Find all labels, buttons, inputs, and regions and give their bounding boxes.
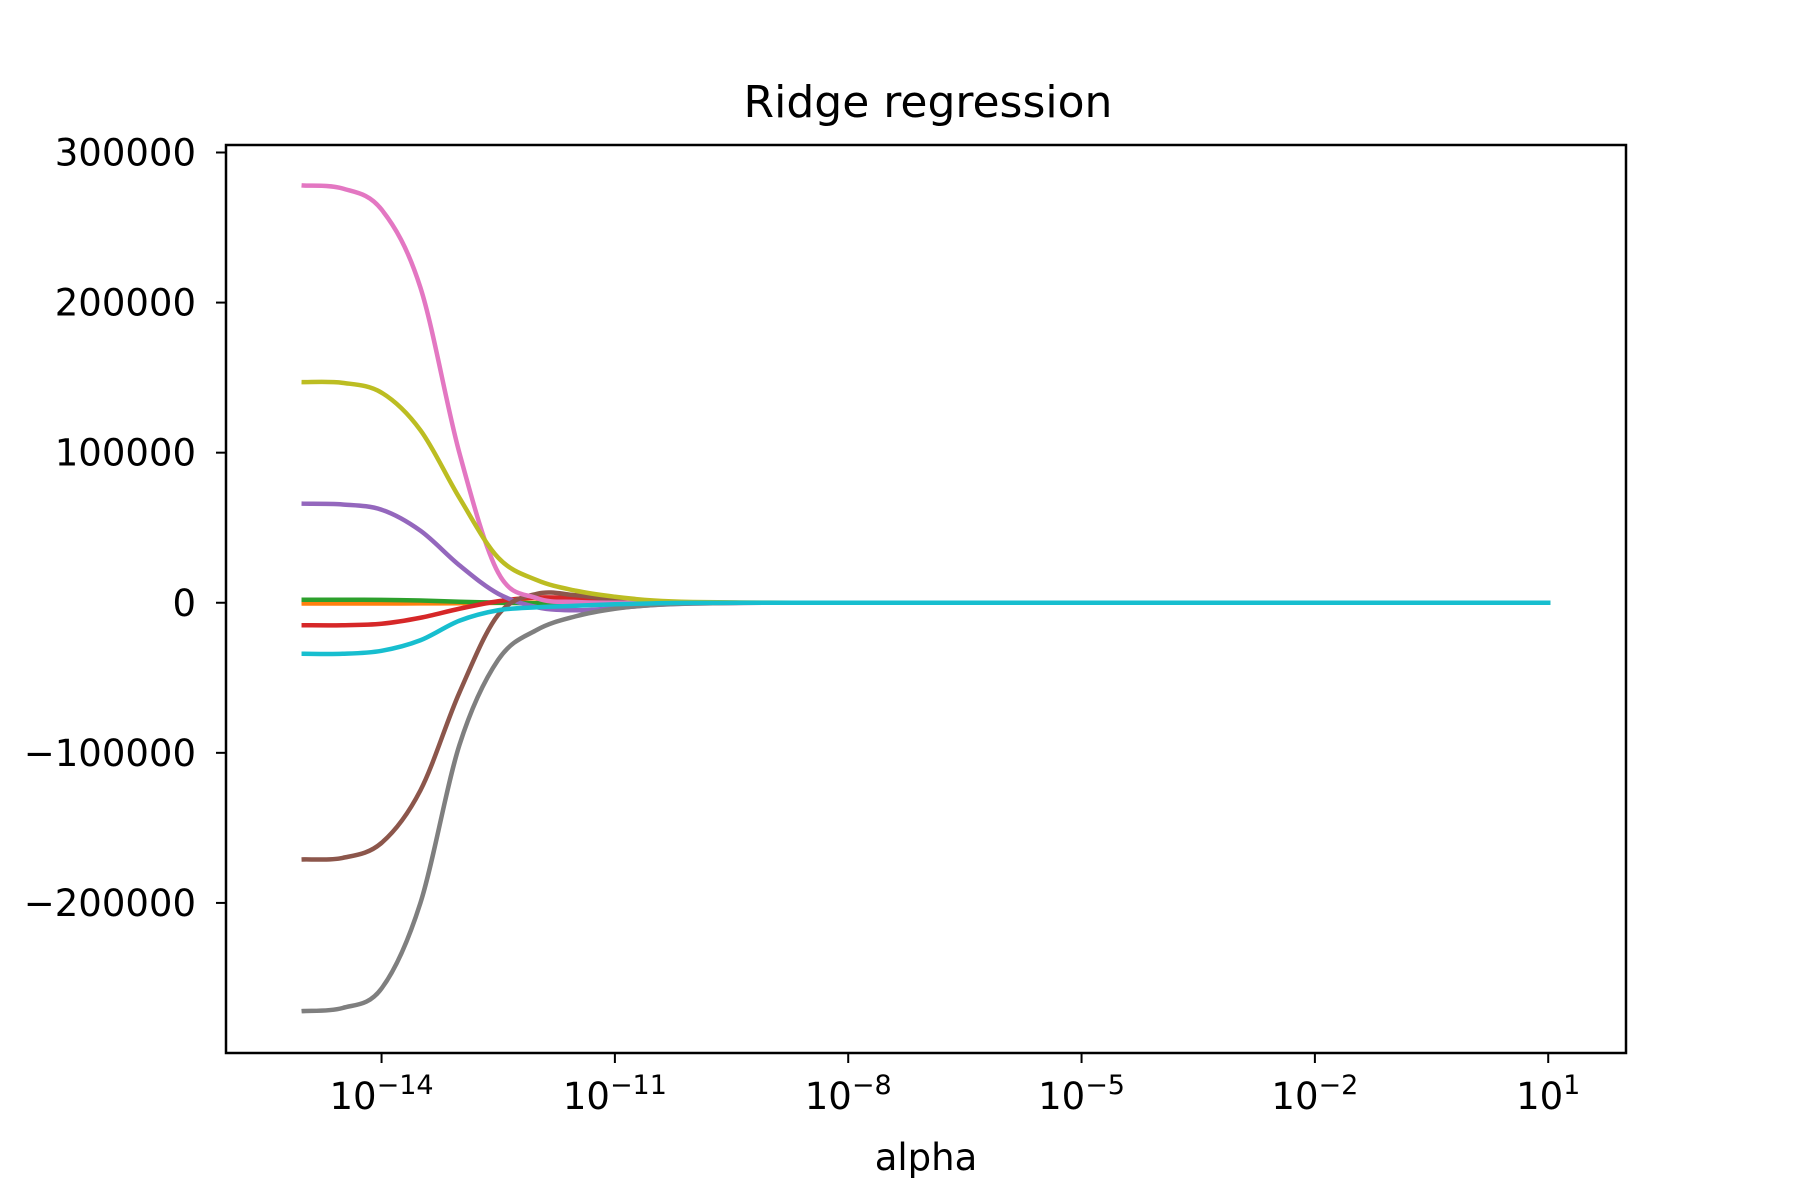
series-layer	[301, 183, 1551, 1014]
coefficient-line-10	[301, 600, 1551, 657]
y-tick-label: 0	[172, 582, 196, 625]
x-tick-label: 10−5	[1038, 1070, 1125, 1118]
x-tick-label: 101	[1516, 1070, 1580, 1118]
x-tick-label: 10−2	[1271, 1070, 1358, 1118]
x-axis: 10−14 10−11 10−8 10−5 10−2 101	[330, 1053, 1580, 1118]
x-axis-label: alpha	[875, 1136, 978, 1179]
chart-title: Ridge regression	[744, 77, 1113, 128]
x-tick-label: 10−11	[563, 1070, 667, 1118]
plot-frame	[224, 143, 1628, 1055]
y-tick-label: 200000	[55, 282, 196, 325]
y-tick-label: −200000	[24, 882, 196, 925]
y-tick-label: 100000	[55, 432, 196, 475]
y-axis: 300000 200000 100000 0 −100000 −200000	[24, 132, 226, 925]
y-tick-label: 300000	[55, 132, 196, 175]
x-tick-label: 10−14	[330, 1070, 434, 1118]
y-tick-label: −100000	[24, 732, 196, 775]
x-tick-label: 10−8	[805, 1070, 892, 1118]
